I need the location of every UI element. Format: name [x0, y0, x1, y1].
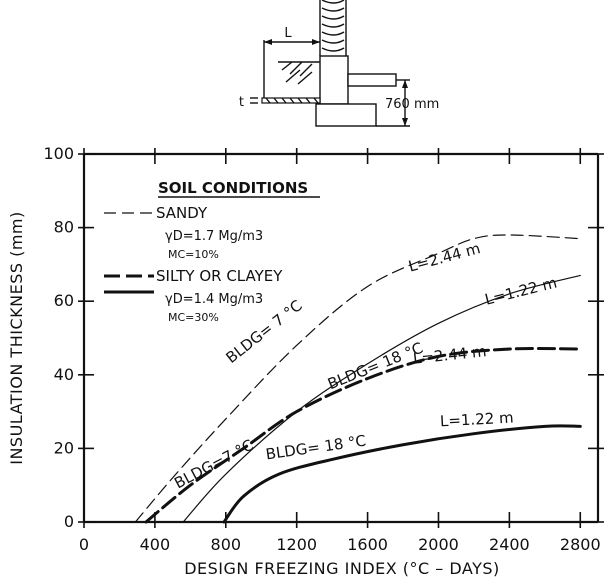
y-tick-label-3: 60 — [54, 291, 74, 310]
y-axis-title: INSULATION THICKNESS (mm) — [7, 211, 26, 465]
dimension-l-left-arrow — [264, 39, 272, 45]
y-tick-label-2: 40 — [54, 365, 74, 384]
y-tick-label-4: 80 — [54, 218, 74, 237]
legend-silty-density: γD=1.4 Mg/m3 — [165, 292, 263, 307]
l-label: L — [284, 26, 292, 41]
curve-annotation-3: BLDG= 18 °C — [325, 339, 425, 394]
floor-slab — [347, 73, 397, 87]
x-tick-label-6: 2400 — [489, 535, 530, 554]
curve-annotation-6: L=1.22 m — [440, 408, 515, 430]
curve-annotation-0: L=2.44 m — [407, 239, 483, 275]
x-tick-label-4: 1600 — [347, 535, 388, 554]
foundation-wall — [319, 55, 349, 105]
y-tick-label-5: 100 — [43, 144, 74, 163]
axis-ticks — [78, 148, 604, 528]
chart-frame — [82, 152, 600, 524]
y-tick-label-1: 20 — [54, 438, 74, 457]
footing-diagram: L t 760 mm — [239, 0, 439, 127]
curve-annotation-2: L=1.22 m — [483, 273, 559, 308]
depth-label: 760 mm — [385, 97, 439, 112]
series-line-1 — [182, 274, 581, 523]
depth-top-arrow — [402, 80, 408, 88]
dimension-l-right-arrow — [312, 39, 320, 45]
legend-silty-label: SILTY OR CLAYEY — [156, 267, 283, 285]
axis-tick-labels: 0 400 800 1200 1600 2000 2400 2800 0 20 40 60 80 100 — [43, 144, 600, 554]
legend-title: SOIL CONDITIONS — [158, 179, 308, 197]
horizontal-insulation-hatching — [265, 97, 319, 104]
depth-bottom-arrow — [402, 118, 408, 126]
horizontal-insulation — [261, 97, 321, 104]
legend-sandy-label: SANDY — [156, 204, 208, 222]
footing — [315, 103, 377, 127]
series-line-0 — [134, 234, 581, 523]
legend-sandy-density: γD=1.7 Mg/m3 — [165, 229, 263, 244]
x-axis-title: DESIGN FREEZING INDEX (°C – DAYS) — [184, 559, 500, 578]
x-tick-label-5: 2000 — [418, 535, 459, 554]
soil-hatching — [281, 61, 313, 85]
legend-sandy-moisture: MC=10% — [168, 248, 219, 261]
series-line-2 — [144, 346, 582, 524]
curve-annotation-7: BLDG= 18 °C — [265, 432, 368, 464]
x-tick-label-7: 2800 — [560, 535, 601, 554]
wall-insulation-hatching — [321, 0, 345, 52]
curve-annotation-4: L=2.44 m — [412, 342, 487, 368]
y-tick-label-0: 0 — [64, 512, 74, 531]
t-label: t — [239, 95, 244, 110]
x-tick-label-3: 1200 — [276, 535, 317, 554]
x-tick-label-2: 800 — [211, 535, 242, 554]
legend: SOIL CONDITIONS SANDY γD=1.7 Mg/m3 MC=10… — [104, 179, 320, 324]
series-layer — [134, 234, 582, 524]
x-tick-label-1: 400 — [140, 535, 171, 554]
series-line-3 — [222, 424, 582, 524]
x-tick-label-0: 0 — [79, 535, 89, 554]
legend-silty-moisture: MC=30% — [168, 311, 219, 324]
